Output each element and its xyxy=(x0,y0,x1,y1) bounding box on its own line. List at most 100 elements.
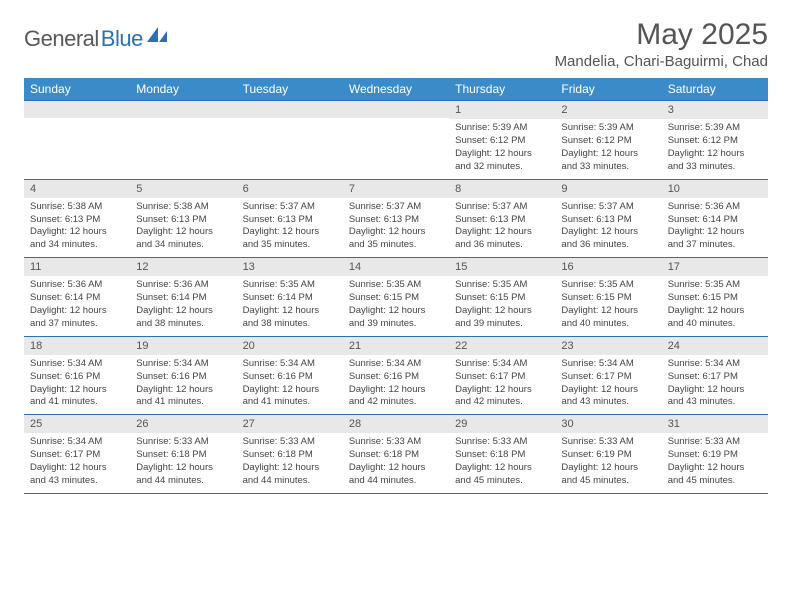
daylight-text: Daylight: 12 hours and 36 minutes. xyxy=(561,226,655,252)
calendar-week-row: 25Sunrise: 5:34 AMSunset: 6:17 PMDayligh… xyxy=(24,415,768,494)
calendar-day-cell: 17Sunrise: 5:35 AMSunset: 6:15 PMDayligh… xyxy=(662,258,768,337)
month-title: May 2025 xyxy=(555,18,768,51)
day-number: 30 xyxy=(555,415,661,433)
day-content xyxy=(343,118,449,172)
sunrise-text: Sunrise: 5:34 AM xyxy=(668,358,762,371)
logo-text-general: General xyxy=(24,26,99,52)
day-number: 31 xyxy=(662,415,768,433)
day-content: Sunrise: 5:38 AMSunset: 6:13 PMDaylight:… xyxy=(24,198,130,257)
calendar-day-cell: 12Sunrise: 5:36 AMSunset: 6:14 PMDayligh… xyxy=(130,258,236,337)
day-content: Sunrise: 5:33 AMSunset: 6:18 PMDaylight:… xyxy=(449,433,555,492)
calendar-week-row: 1Sunrise: 5:39 AMSunset: 6:12 PMDaylight… xyxy=(24,101,768,180)
daylight-text: Daylight: 12 hours and 42 minutes. xyxy=(455,384,549,410)
sunset-text: Sunset: 6:17 PM xyxy=(668,371,762,384)
sunset-text: Sunset: 6:17 PM xyxy=(561,371,655,384)
sunset-text: Sunset: 6:18 PM xyxy=(136,449,230,462)
sunrise-text: Sunrise: 5:37 AM xyxy=(561,201,655,214)
day-content: Sunrise: 5:39 AMSunset: 6:12 PMDaylight:… xyxy=(449,119,555,178)
sunrise-text: Sunrise: 5:37 AM xyxy=(455,201,549,214)
calendar-day-cell xyxy=(237,101,343,180)
day-content: Sunrise: 5:34 AMSunset: 6:17 PMDaylight:… xyxy=(449,355,555,414)
day-number: 26 xyxy=(130,415,236,433)
sunrise-text: Sunrise: 5:34 AM xyxy=(349,358,443,371)
weekday-header: Friday xyxy=(555,78,661,101)
daylight-text: Daylight: 12 hours and 40 minutes. xyxy=(561,305,655,331)
sunset-text: Sunset: 6:14 PM xyxy=(136,292,230,305)
day-content: Sunrise: 5:35 AMSunset: 6:15 PMDaylight:… xyxy=(555,276,661,335)
daylight-text: Daylight: 12 hours and 45 minutes. xyxy=(561,462,655,488)
sunset-text: Sunset: 6:14 PM xyxy=(243,292,337,305)
daylight-text: Daylight: 12 hours and 42 minutes. xyxy=(349,384,443,410)
daylight-text: Daylight: 12 hours and 37 minutes. xyxy=(668,226,762,252)
sunrise-text: Sunrise: 5:35 AM xyxy=(349,279,443,292)
daylight-text: Daylight: 12 hours and 41 minutes. xyxy=(243,384,337,410)
sunrise-text: Sunrise: 5:39 AM xyxy=(668,122,762,135)
sunset-text: Sunset: 6:16 PM xyxy=(243,371,337,384)
daylight-text: Daylight: 12 hours and 35 minutes. xyxy=(243,226,337,252)
daylight-text: Daylight: 12 hours and 43 minutes. xyxy=(561,384,655,410)
day-number: 2 xyxy=(555,101,661,119)
logo-sail-icon xyxy=(147,27,169,50)
day-content: Sunrise: 5:34 AMSunset: 6:17 PMDaylight:… xyxy=(555,355,661,414)
calendar-week-row: 11Sunrise: 5:36 AMSunset: 6:14 PMDayligh… xyxy=(24,258,768,337)
day-content: Sunrise: 5:38 AMSunset: 6:13 PMDaylight:… xyxy=(130,198,236,257)
day-content xyxy=(130,118,236,172)
sunrise-text: Sunrise: 5:35 AM xyxy=(455,279,549,292)
sunrise-text: Sunrise: 5:33 AM xyxy=(136,436,230,449)
day-number: 25 xyxy=(24,415,130,433)
sunset-text: Sunset: 6:13 PM xyxy=(561,214,655,227)
daylight-text: Daylight: 12 hours and 32 minutes. xyxy=(455,148,549,174)
day-number: 24 xyxy=(662,337,768,355)
day-content: Sunrise: 5:33 AMSunset: 6:18 PMDaylight:… xyxy=(237,433,343,492)
day-content: Sunrise: 5:37 AMSunset: 6:13 PMDaylight:… xyxy=(449,198,555,257)
calendar-day-cell xyxy=(343,101,449,180)
calendar-day-cell: 5Sunrise: 5:38 AMSunset: 6:13 PMDaylight… xyxy=(130,179,236,258)
weekday-header: Monday xyxy=(130,78,236,101)
sunrise-text: Sunrise: 5:36 AM xyxy=(136,279,230,292)
weekday-header: Saturday xyxy=(662,78,768,101)
calendar-week-row: 4Sunrise: 5:38 AMSunset: 6:13 PMDaylight… xyxy=(24,179,768,258)
calendar-day-cell: 7Sunrise: 5:37 AMSunset: 6:13 PMDaylight… xyxy=(343,179,449,258)
sunset-text: Sunset: 6:14 PM xyxy=(668,214,762,227)
calendar-day-cell: 25Sunrise: 5:34 AMSunset: 6:17 PMDayligh… xyxy=(24,415,130,494)
sunrise-text: Sunrise: 5:35 AM xyxy=(668,279,762,292)
day-number: 21 xyxy=(343,337,449,355)
day-content: Sunrise: 5:34 AMSunset: 6:16 PMDaylight:… xyxy=(24,355,130,414)
day-number: 5 xyxy=(130,180,236,198)
day-number: 7 xyxy=(343,180,449,198)
daylight-text: Daylight: 12 hours and 43 minutes. xyxy=(668,384,762,410)
header: GeneralBlue May 2025 Mandelia, Chari-Bag… xyxy=(24,18,768,70)
calendar-day-cell: 11Sunrise: 5:36 AMSunset: 6:14 PMDayligh… xyxy=(24,258,130,337)
daylight-text: Daylight: 12 hours and 44 minutes. xyxy=(136,462,230,488)
weekday-header: Wednesday xyxy=(343,78,449,101)
day-number: 4 xyxy=(24,180,130,198)
calendar-day-cell: 3Sunrise: 5:39 AMSunset: 6:12 PMDaylight… xyxy=(662,101,768,180)
day-number: 3 xyxy=(662,101,768,119)
calendar-day-cell: 20Sunrise: 5:34 AMSunset: 6:16 PMDayligh… xyxy=(237,336,343,415)
day-number xyxy=(24,101,130,118)
daylight-text: Daylight: 12 hours and 41 minutes. xyxy=(30,384,124,410)
day-content: Sunrise: 5:33 AMSunset: 6:19 PMDaylight:… xyxy=(662,433,768,492)
sunset-text: Sunset: 6:18 PM xyxy=(455,449,549,462)
sunset-text: Sunset: 6:12 PM xyxy=(668,135,762,148)
sunset-text: Sunset: 6:17 PM xyxy=(455,371,549,384)
calendar-day-cell: 23Sunrise: 5:34 AMSunset: 6:17 PMDayligh… xyxy=(555,336,661,415)
calendar-header-row: Sunday Monday Tuesday Wednesday Thursday… xyxy=(24,78,768,101)
daylight-text: Daylight: 12 hours and 45 minutes. xyxy=(455,462,549,488)
sunrise-text: Sunrise: 5:38 AM xyxy=(136,201,230,214)
daylight-text: Daylight: 12 hours and 43 minutes. xyxy=(30,462,124,488)
sunrise-text: Sunrise: 5:34 AM xyxy=(243,358,337,371)
day-number: 9 xyxy=(555,180,661,198)
calendar-day-cell: 19Sunrise: 5:34 AMSunset: 6:16 PMDayligh… xyxy=(130,336,236,415)
day-content: Sunrise: 5:34 AMSunset: 6:16 PMDaylight:… xyxy=(130,355,236,414)
calendar-day-cell: 13Sunrise: 5:35 AMSunset: 6:14 PMDayligh… xyxy=(237,258,343,337)
sunset-text: Sunset: 6:18 PM xyxy=(349,449,443,462)
sunset-text: Sunset: 6:15 PM xyxy=(561,292,655,305)
calendar-day-cell: 29Sunrise: 5:33 AMSunset: 6:18 PMDayligh… xyxy=(449,415,555,494)
calendar-day-cell: 16Sunrise: 5:35 AMSunset: 6:15 PMDayligh… xyxy=(555,258,661,337)
day-content: Sunrise: 5:34 AMSunset: 6:16 PMDaylight:… xyxy=(237,355,343,414)
sunrise-text: Sunrise: 5:36 AM xyxy=(30,279,124,292)
sunset-text: Sunset: 6:15 PM xyxy=(455,292,549,305)
daylight-text: Daylight: 12 hours and 44 minutes. xyxy=(349,462,443,488)
day-content: Sunrise: 5:39 AMSunset: 6:12 PMDaylight:… xyxy=(662,119,768,178)
